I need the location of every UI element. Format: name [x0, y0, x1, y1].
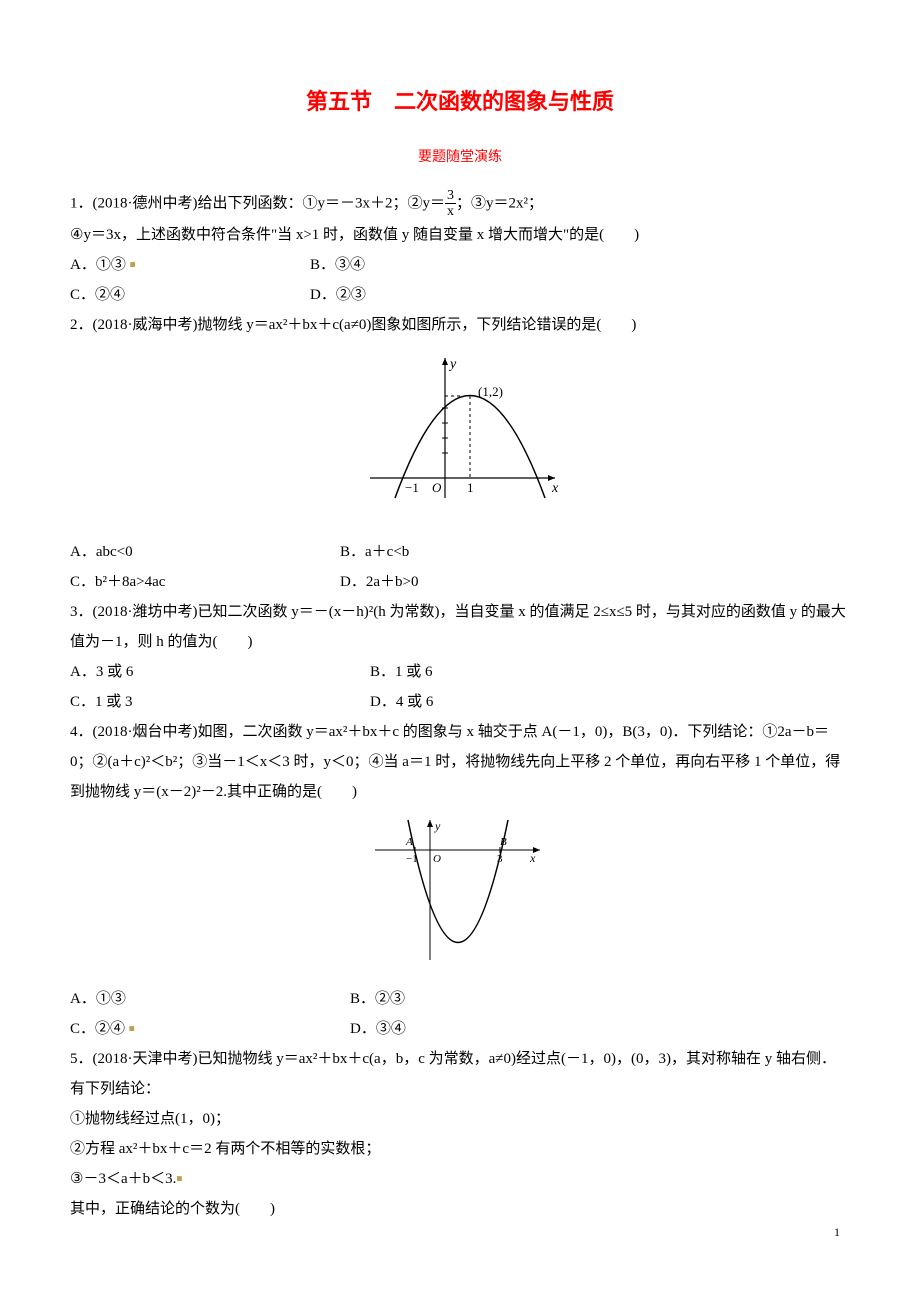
q5-stem: 5．(2018·天津中考)已知抛物线 y＝ax²＋bx＋c(a，b，c 为常数，…: [70, 1044, 850, 1104]
q2-opt-a: A．abc<0: [70, 537, 340, 567]
q1-stem: 1．(2018·德州中考)给出下列函数：①y＝－3x＋2；②y＝3x；③y＝2x…: [70, 188, 850, 220]
q3-options: A．3 或 6 B．1 或 6: [70, 657, 850, 687]
q4-stem: 4．(2018·烟台中考)如图，二次函数 y＝ax²＋bx＋c 的图象与 x 轴…: [70, 717, 850, 807]
q4-opt-d: D．③④: [350, 1014, 590, 1044]
q4-y-label: y: [434, 819, 441, 833]
q2-vertex-label: (1,2): [478, 384, 503, 399]
q3-stem: 3．(2018·潍坊中考)已知二次函数 y＝－(x－h)²(h 为常数)，当自变…: [70, 597, 850, 657]
q4-A-label: A: [405, 836, 413, 848]
q2-figure: y (1,2) −1 O 1 x: [70, 348, 850, 529]
q4-figure: y A B −1 O 3 x: [70, 815, 850, 976]
q4-opt-a: A．①③: [70, 984, 350, 1014]
q2-origin: O: [432, 480, 442, 495]
q3-options-2: C．1 或 3 D．4 或 6: [70, 687, 850, 717]
q2-xright: 1: [467, 480, 474, 495]
document-subtitle: 要题随堂演练: [70, 144, 850, 172]
q5-line2: ②方程 ax²＋bx＋c＝2 有两个不相等的实数根；: [70, 1134, 850, 1164]
q2-options: A．abc<0 B．a＋c<b: [70, 537, 850, 567]
q5-line1: ①抛物线经过点(1，0)；: [70, 1104, 850, 1134]
page-number: 1: [834, 1220, 840, 1244]
q1-opt-b: B．③④: [310, 250, 550, 280]
q1-options-2: C．②④ D．②③: [70, 280, 850, 310]
q1-frac-den: x: [445, 204, 456, 219]
q2-x-label: x: [551, 481, 559, 496]
q2-opt-d: D．2a＋b>0: [340, 567, 580, 597]
q1-stem-c: ④y＝3x，上述函数中符合条件"当 x>1 时，函数值 y 随自变量 x 增大而…: [70, 220, 850, 250]
q2-opt-c: C．b²＋8a>4ac: [70, 567, 340, 597]
q4-Bx: 3: [497, 853, 503, 865]
q4-x-label: x: [529, 851, 536, 865]
q3-opt-b: B．1 或 6: [370, 657, 610, 687]
decor-dot-2: ■: [129, 1023, 135, 1034]
decor-dot-3: ■: [176, 1173, 182, 1184]
q3-opt-a: A．3 或 6: [70, 657, 370, 687]
q5-line3: ③－3＜a＋b＜3.■: [70, 1164, 850, 1194]
q4-Ax: −1: [406, 853, 418, 865]
q2-y-label: y: [448, 357, 457, 372]
q2-options-2: C．b²＋8a>4ac D．2a＋b>0: [70, 567, 850, 597]
q3-opt-c: C．1 或 3: [70, 687, 370, 717]
q4-B-label: B: [500, 836, 507, 848]
q1-options: A．①③ ■ B．③④: [70, 250, 850, 280]
q1-stem-b: ；③y＝2x²；: [456, 195, 543, 211]
decor-dot: ■: [130, 259, 136, 270]
q1-opt-d: D．②③: [310, 280, 550, 310]
q2-stem: 2．(2018·威海中考)抛物线 y＝ax²＋bx＋c(a≠0)图象如图所示，下…: [70, 310, 850, 340]
q2-xleft: −1: [405, 480, 419, 495]
document-title: 第五节 二次函数的图象与性质: [70, 80, 850, 124]
q1-fraction: 3x: [445, 188, 456, 220]
q3-opt-d: D．4 或 6: [370, 687, 610, 717]
q2-opt-b: B．a＋c<b: [340, 537, 580, 567]
q1-frac-num: 3: [445, 188, 456, 204]
q4-opt-b: B．②③: [350, 984, 590, 1014]
q4-opt-c: C．②④ ■: [70, 1014, 350, 1044]
q4-origin: O: [433, 853, 441, 865]
q4-options: A．①③ B．②③: [70, 984, 850, 1014]
q1-stem-a: 1．(2018·德州中考)给出下列函数：①y＝－3x＋2；②y＝: [70, 195, 445, 211]
q4-options-2: C．②④ ■ D．③④: [70, 1014, 850, 1044]
q5-line4: 其中，正确结论的个数为( ): [70, 1194, 850, 1224]
q1-opt-c: C．②④: [70, 280, 310, 310]
q1-opt-a: A．①③ ■: [70, 250, 310, 280]
